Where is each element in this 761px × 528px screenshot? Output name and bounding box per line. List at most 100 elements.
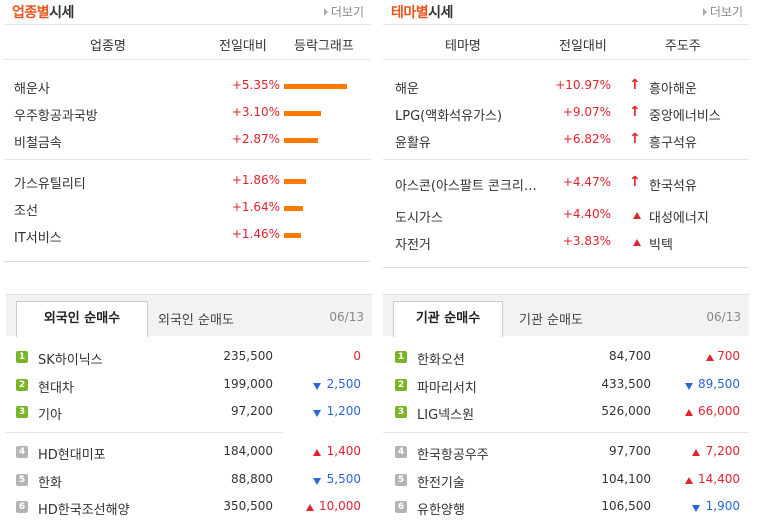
institution-price: 106,500	[601, 499, 651, 513]
rank-badge: 6	[395, 501, 407, 513]
arrow-up-icon: ↑	[629, 174, 641, 190]
theme-name[interactable]: 자전거	[395, 238, 431, 253]
institution-stock-name[interactable]: 한국항공우주	[417, 448, 489, 463]
theme-name[interactable]: 윤활유	[395, 136, 431, 151]
theme-row[interactable]: 아스콘(아스팔트 콘크리트… +4.47% ↑ 한국석유	[383, 170, 749, 197]
theme-leader[interactable]: 흥구석유	[649, 136, 697, 151]
foreign-tabs: 외국인 순매수 외국인 순매도 06/13	[6, 294, 372, 337]
theme-row[interactable]: LPG(액화석유가스) +9.07% ↑ 중앙에너비스	[383, 100, 749, 127]
sector-divider	[4, 159, 370, 160]
institution-change: 7,200	[705, 444, 740, 458]
triangle-up-icon	[305, 504, 314, 511]
sector-name[interactable]: 우주항공과국방	[14, 109, 98, 124]
institution-row[interactable]: 4 한국항공우주 97,700 7,200	[383, 439, 749, 466]
foreign-stock-name[interactable]: 한화	[38, 476, 62, 491]
institution-row[interactable]: 2 파마리서치 433,500 89,500	[383, 372, 749, 399]
foreign-stock-name[interactable]: 현대차	[38, 381, 74, 396]
theme-name[interactable]: 해운	[395, 82, 419, 97]
theme-leader[interactable]: 중앙에너비스	[649, 109, 721, 124]
institution-row[interactable]: 1 한화오션 84,700 700	[383, 344, 749, 371]
sector-more-link[interactable]: 더보기	[323, 3, 364, 20]
sector-name[interactable]: 해운사	[14, 82, 50, 97]
chevron-right-icon	[323, 7, 328, 16]
theme-row[interactable]: 해운 +10.97% ↑ 흥아해운	[383, 73, 749, 100]
sector-row[interactable]: 조선 +1.64%	[4, 195, 370, 222]
tab-institution-sell[interactable]: 기관 순매도	[519, 313, 583, 328]
theme-name[interactable]: 아스콘(아스팔트 콘크리트…	[395, 179, 545, 194]
theme-change: +4.40%	[562, 207, 611, 221]
sector-row[interactable]: 비철금속 +2.87%	[4, 127, 370, 154]
foreign-row[interactable]: 6 HD한국조선해양 350,500 10,000	[4, 494, 370, 521]
foreign-change: 2,500	[326, 377, 361, 391]
theme-table-header: 테마명 전일대비 주도주	[383, 24, 749, 60]
foreign-stock-name[interactable]: HD현대미포	[38, 448, 106, 463]
sector-row[interactable]: IT서비스 +1.46%	[4, 222, 370, 249]
sector-row[interactable]: 해운사 +5.35%	[4, 73, 370, 100]
institution-price: 84,700	[609, 349, 651, 363]
sector-more-label: 더보기	[330, 5, 364, 19]
institution-stock-name[interactable]: 한화오션	[417, 353, 465, 368]
theme-row[interactable]: 도시가스 +4.40% 대성에너지	[383, 202, 749, 229]
foreign-row[interactable]: 4 HD현대미포 184,000 1,400	[4, 439, 370, 466]
theme-name[interactable]: 도시가스	[395, 211, 443, 226]
foreign-change: 10,000	[319, 499, 361, 513]
theme-change: +9.07%	[562, 105, 611, 119]
institution-stock-name[interactable]: 한전기술	[417, 476, 465, 491]
sector-title: 업종별시세	[12, 2, 74, 22]
theme-header-name: 테마명	[445, 39, 481, 54]
institution-price: 526,000	[601, 404, 651, 418]
theme-header-change: 전일대비	[559, 39, 607, 54]
sector-name[interactable]: 조선	[14, 204, 38, 219]
sector-name[interactable]: 가스유틸리티	[14, 177, 86, 192]
sector-panel: 업종별시세 더보기 업종명 전일대비 등락그래프 해운사 +5.35% 우주항공과국…	[4, 0, 370, 262]
institution-tabs: 기관 순매수 기관 순매도 06/13	[383, 294, 749, 337]
arrow-up-icon: ↑	[629, 77, 641, 93]
sector-table-header: 업종명 전일대비 등락그래프	[4, 24, 370, 60]
foreign-date: 06/13	[329, 310, 364, 324]
theme-more-link[interactable]: 더보기	[702, 3, 743, 20]
sector-row[interactable]: 가스유틸리티 +1.86%	[4, 168, 370, 195]
institution-row[interactable]: 6 유한양행 106,500 1,900	[383, 494, 749, 521]
rank-badge: 4	[16, 446, 28, 458]
foreign-stock-name[interactable]: HD한국조선해양	[38, 503, 130, 518]
triangle-down-icon	[313, 478, 321, 485]
institution-stock-name[interactable]: 파마리서치	[417, 381, 477, 396]
sector-name[interactable]: 비철금속	[14, 136, 62, 151]
tab-foreign-buy[interactable]: 외국인 순매수	[16, 301, 148, 337]
foreign-row[interactable]: 3 기아 97,200 1,200	[4, 399, 370, 426]
rank-badge: 2	[16, 379, 28, 391]
institution-row[interactable]: 5 한전기술 104,100 14,400	[383, 467, 749, 494]
tab-foreign-sell[interactable]: 외국인 순매도	[158, 313, 234, 328]
theme-leader[interactable]: 빅텍	[649, 238, 673, 253]
sector-bar	[284, 206, 303, 211]
theme-change: +4.47%	[562, 175, 611, 189]
theme-leader[interactable]: 한국석유	[649, 179, 697, 194]
rank-badge: 3	[16, 406, 28, 418]
foreign-price: 184,000	[223, 444, 273, 458]
institution-row[interactable]: 3 LIG넥스원 526,000 66,000	[383, 399, 749, 426]
triangle-up-icon	[633, 239, 641, 246]
sector-change: +3.10%	[231, 105, 280, 119]
tab-institution-buy[interactable]: 기관 순매수	[393, 301, 503, 337]
foreign-row[interactable]: 1 SK하이닉스 235,500 0	[4, 344, 370, 371]
theme-name[interactable]: LPG(액화석유가스)	[395, 109, 503, 124]
institution-stock-name[interactable]: 유한양행	[417, 503, 465, 518]
foreign-stock-name[interactable]: 기아	[38, 408, 62, 423]
foreign-row[interactable]: 5 한화 88,800 5,500	[4, 467, 370, 494]
theme-row[interactable]: 자전거 +3.83% 빅텍	[383, 229, 749, 256]
triangle-down-icon	[684, 383, 693, 390]
sector-name[interactable]: IT서비스	[14, 231, 62, 246]
rank-badge: 3	[395, 406, 407, 418]
sector-header-change: 전일대비	[219, 39, 267, 54]
theme-row[interactable]: 윤활유 +6.82% ↑ 흥구석유	[383, 127, 749, 154]
foreign-price: 97,200	[231, 404, 273, 418]
theme-bottom-line	[383, 267, 749, 268]
foreign-stock-name[interactable]: SK하이닉스	[38, 353, 103, 368]
institution-stock-name[interactable]: LIG넥스원	[417, 408, 475, 423]
theme-leader[interactable]: 흥아해운	[649, 82, 697, 97]
institution-date: 06/13	[706, 310, 741, 324]
sector-row[interactable]: 우주항공과국방 +3.10%	[4, 100, 370, 127]
foreign-price: 350,500	[223, 499, 273, 513]
theme-leader[interactable]: 대성에너지	[649, 211, 709, 226]
foreign-row[interactable]: 2 현대차 199,000 2,500	[4, 372, 370, 399]
